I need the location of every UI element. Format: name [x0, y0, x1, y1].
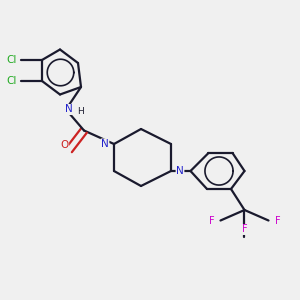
- Text: O: O: [60, 140, 69, 151]
- Text: Cl: Cl: [7, 76, 17, 86]
- Text: N: N: [101, 139, 109, 149]
- Text: H: H: [77, 106, 84, 116]
- Text: Cl: Cl: [7, 55, 17, 65]
- Text: F: F: [242, 224, 247, 235]
- Text: N: N: [65, 104, 73, 115]
- Text: F: F: [275, 215, 280, 226]
- Text: F: F: [209, 215, 214, 226]
- Text: N: N: [176, 166, 184, 176]
